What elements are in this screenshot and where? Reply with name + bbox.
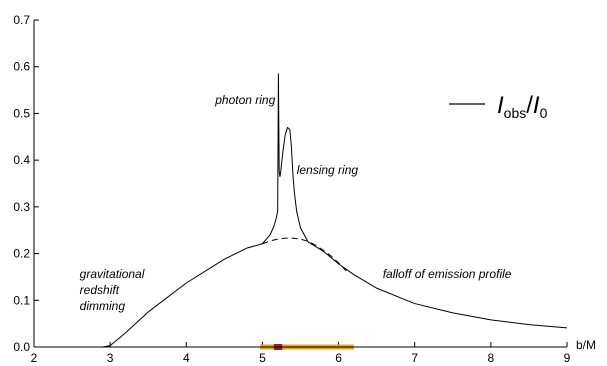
series-layer bbox=[34, 73, 568, 348]
x-tick-label: 7 bbox=[411, 351, 418, 365]
annotation-layer: photon ring lensing ring gravitational reds… bbox=[80, 93, 512, 313]
y-tick-label: 0.5 bbox=[13, 106, 30, 120]
y-tick-label: 0.6 bbox=[13, 60, 30, 74]
annotation-line: lensing ring bbox=[297, 163, 359, 177]
series-line-dashed bbox=[262, 237, 347, 272]
tick-layer: 2 3 4 5 6 7 8 9 0.0 0.1 0.2 0.3 0.4 0.5 0.6 0.7 bbox=[13, 13, 570, 365]
x-tick-label: 9 bbox=[564, 351, 571, 365]
x-tick-label: 5 bbox=[259, 351, 266, 365]
x-tick-label: 2 bbox=[31, 351, 38, 365]
y-tick-label: 0.3 bbox=[13, 200, 30, 214]
annotation: falloff of emission profile bbox=[383, 267, 512, 281]
x-tick-label: 6 bbox=[335, 351, 342, 365]
annotation-line: photon ring bbox=[214, 93, 275, 107]
x-tick-label: 4 bbox=[183, 351, 190, 365]
series-line-solid bbox=[34, 73, 568, 348]
y-tick-label: 0.4 bbox=[13, 153, 30, 167]
annotation-line: gravitational bbox=[80, 267, 145, 281]
annotation-line: dimming bbox=[80, 299, 126, 313]
x-tick-label: 3 bbox=[107, 351, 114, 365]
y-tick-label: 0.7 bbox=[13, 13, 30, 27]
annotation: lensing ring bbox=[297, 163, 359, 177]
y-tick-label: 0.0 bbox=[13, 340, 30, 354]
x-axis-title: b/M bbox=[576, 338, 596, 352]
annotation: gravitational redshift dimming bbox=[80, 267, 145, 313]
y-tick-label: 0.1 bbox=[13, 293, 30, 307]
axes bbox=[33, 20, 567, 348]
annotation-line: redshift bbox=[80, 283, 120, 297]
legend-label: Iobs/I0 bbox=[497, 92, 548, 121]
x-tick-label: 8 bbox=[488, 351, 495, 365]
annotation-line: falloff of emission profile bbox=[383, 267, 512, 281]
legend: Iobs/I0 bbox=[449, 92, 548, 121]
annotation: photon ring bbox=[214, 93, 275, 107]
y-tick-label: 0.2 bbox=[13, 247, 30, 261]
